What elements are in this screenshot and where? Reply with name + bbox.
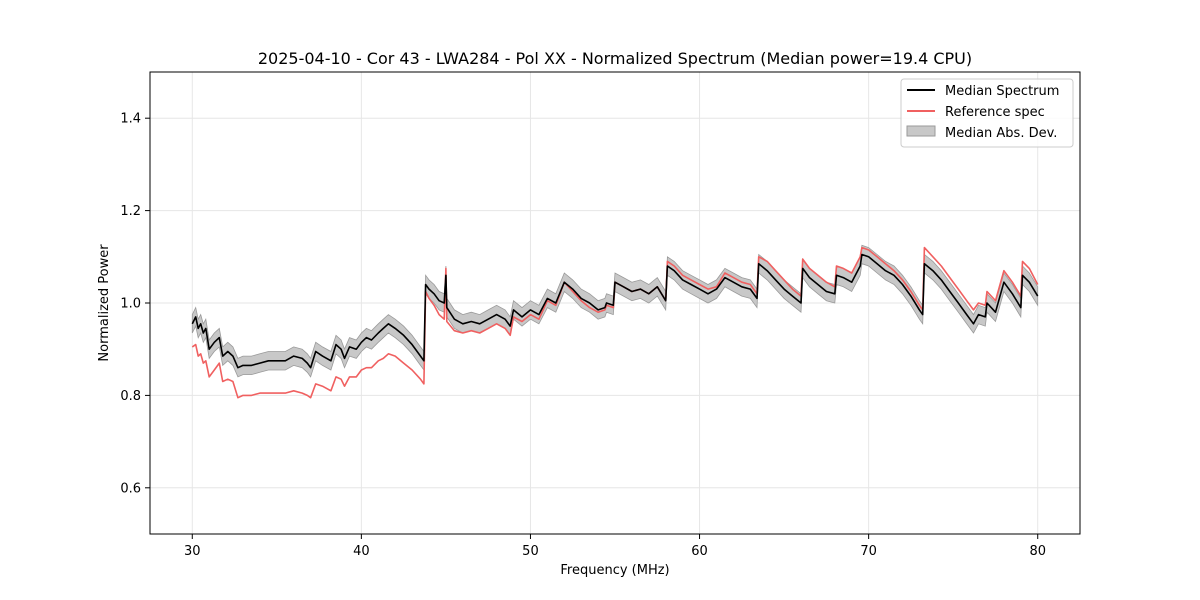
legend-box <box>900 78 1074 148</box>
x-axis-label: Frequency (MHz) <box>560 563 669 578</box>
legend: Median Spectrum Reference spec Median Ab… <box>900 78 1074 148</box>
x-tick-label: 80 <box>1029 544 1046 559</box>
series-lines-group <box>191 246 1039 399</box>
x-tick-label: 60 <box>691 544 708 559</box>
median-spectrum-line <box>191 253 1039 369</box>
x-tick-label: 50 <box>522 544 539 559</box>
x-tick-label: 40 <box>353 544 370 559</box>
y-tick-label: 1.0 <box>120 297 141 312</box>
y-axis-ticks: 0.6 0.8 1.0 1.2 1.4 <box>120 112 150 496</box>
y-tick-label: 1.2 <box>120 204 141 219</box>
x-tick-label: 30 <box>184 544 201 559</box>
legend-label-reference: Reference spec <box>945 105 1045 120</box>
y-axis-label: Normalized Power <box>97 244 112 362</box>
y-tick-label: 1.4 <box>120 112 141 127</box>
legend-label-mad: Median Abs. Dev. <box>945 126 1057 141</box>
x-axis-ticks: 30 40 50 60 70 80 <box>184 534 1046 559</box>
reference-spectrum-line <box>191 246 1039 399</box>
x-tick-label: 70 <box>860 544 877 559</box>
legend-label-median: Median Spectrum <box>945 84 1059 99</box>
y-tick-label: 0.6 <box>120 481 141 496</box>
legend-swatch-mad <box>906 125 936 137</box>
chart-title: 2025-04-10 - Cor 43 - LWA284 - Pol XX - … <box>258 49 972 68</box>
y-tick-label: 0.8 <box>120 389 141 404</box>
